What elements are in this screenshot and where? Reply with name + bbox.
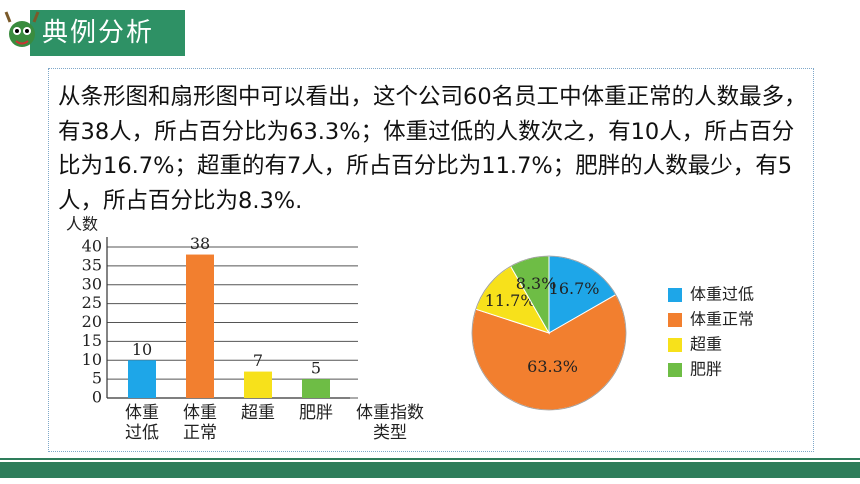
y-tick-label: 20 [82, 312, 102, 331]
mascot-icon [4, 11, 40, 47]
legend-label: 体重正常 [690, 310, 754, 329]
slice-label: 8.3% [516, 274, 557, 293]
legend-swatch [668, 288, 682, 302]
x-axis-label: 体重指数类型 [356, 403, 424, 443]
y-tick-label: 10 [82, 350, 102, 369]
y-tick-label: 40 [82, 237, 102, 256]
x-tick-label: 体重正常 [183, 403, 217, 443]
y-axis-label: 人数 [66, 215, 98, 234]
value-label: 7 [253, 351, 263, 370]
legend-swatch [668, 363, 682, 377]
x-tick-label: 超重 [241, 403, 275, 423]
legend-swatch [668, 313, 682, 327]
legend-label: 肥胖 [690, 360, 722, 379]
y-tick-label: 25 [82, 293, 102, 312]
value-label: 5 [311, 359, 321, 378]
slice-label: 63.3% [527, 357, 578, 376]
y-tick-label: 15 [82, 331, 102, 350]
y-tick-label: 0 [92, 388, 102, 407]
value-label: 10 [132, 340, 152, 359]
y-tick-label: 30 [82, 274, 102, 293]
paragraph: 从条形图和扇形图中可以看出，这个公司60名员工中体重正常的人数最多，有38人，所… [58, 84, 807, 214]
slice-label: 16.7% [549, 279, 600, 298]
bar [244, 371, 272, 398]
footer-bar [0, 462, 860, 478]
content-box [48, 68, 814, 452]
footer-line [0, 458, 860, 460]
slice-label: 11.7% [485, 291, 536, 310]
section-banner: 典例分析 [30, 10, 185, 56]
y-tick-label: 35 [82, 255, 102, 274]
legend-label: 超重 [690, 335, 722, 354]
y-tick-label: 5 [92, 369, 102, 388]
bar [302, 379, 330, 398]
bar [128, 360, 156, 398]
pie-outline [471, 255, 627, 411]
value-label: 38 [190, 234, 210, 253]
x-tick-label: 体重过低 [125, 403, 159, 443]
bar [186, 254, 214, 398]
legend-label: 体重过低 [690, 285, 754, 304]
legend-swatch [668, 338, 682, 352]
x-tick-label: 肥胖 [299, 403, 333, 423]
